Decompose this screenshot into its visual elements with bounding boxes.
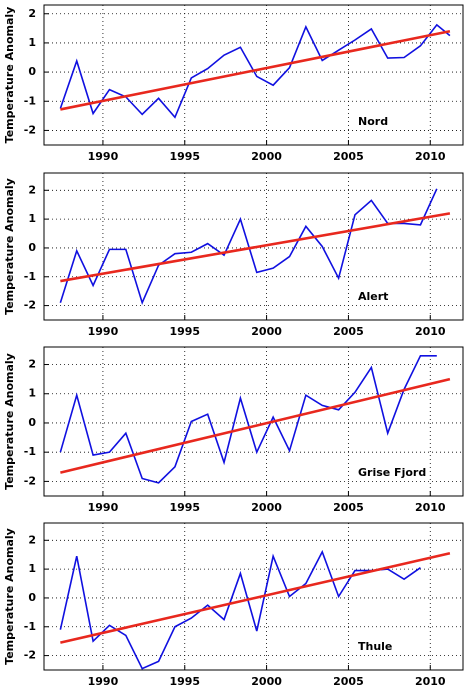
y-tick-label: 2 — [28, 533, 36, 546]
station-label: Nord — [358, 115, 388, 128]
y-tick-label: 1 — [28, 212, 36, 225]
station-label: Alert — [358, 290, 388, 303]
plot-frame — [43, 346, 464, 497]
x-tick-label: 1990 — [88, 501, 119, 514]
x-tick-label: 2005 — [333, 675, 364, 685]
data-line — [59, 549, 421, 670]
y-axis-label: Temperature Anomaly — [3, 353, 16, 490]
data-line — [59, 354, 437, 484]
station-label: Grise Fjord — [358, 466, 426, 479]
y-tick-label: 2 — [28, 358, 36, 371]
y-tick-label: -2 — [24, 474, 36, 487]
x-tick-label: 2000 — [251, 501, 282, 514]
y-tick-label: -1 — [24, 445, 36, 458]
y-axis-label: Temperature Anomaly — [3, 178, 16, 315]
x-tick-label: 2000 — [251, 325, 282, 338]
plot-frame — [43, 522, 464, 671]
y-tick-label: 0 — [28, 241, 36, 254]
y-tick-label: -1 — [24, 620, 36, 633]
y-tick-label: -2 — [24, 649, 36, 662]
y-tick-label: 1 — [28, 562, 36, 575]
y-tick-label: -1 — [24, 270, 36, 283]
x-tick-label: 2005 — [333, 325, 364, 338]
data-line — [59, 188, 438, 306]
trend-line — [60, 377, 451, 474]
x-tick-label: 1995 — [169, 675, 200, 685]
station-label: Thule — [358, 640, 392, 653]
x-tick-label: 1995 — [169, 325, 200, 338]
y-tick-label: -1 — [24, 94, 36, 107]
y-tick-label: 1 — [28, 387, 36, 400]
x-tick-label: 2005 — [333, 150, 364, 163]
y-tick-label: 0 — [28, 65, 36, 78]
x-tick-label: 2000 — [251, 675, 282, 685]
plot-frame — [43, 4, 464, 146]
y-axis-label: Temperature Anomaly — [3, 7, 16, 144]
x-tick-label: 2010 — [415, 150, 446, 163]
x-tick-label: 1995 — [169, 150, 200, 163]
y-tick-label: 2 — [28, 7, 36, 20]
x-tick-label: 2005 — [333, 501, 364, 514]
y-tick-label: 0 — [28, 416, 36, 429]
x-tick-label: 2010 — [415, 325, 446, 338]
trend-line — [60, 551, 451, 644]
y-axis-label: Temperature Anomaly — [3, 528, 16, 665]
trend-line — [60, 29, 451, 111]
x-tick-label: 1990 — [88, 150, 119, 163]
y-tick-label: 1 — [28, 36, 36, 49]
trend-line — [60, 212, 451, 283]
y-tick-label: 0 — [28, 591, 36, 604]
x-tick-label: 1990 — [88, 325, 119, 338]
plot-frame — [43, 172, 464, 321]
x-tick-label: 2010 — [415, 675, 446, 685]
x-tick-label: 2000 — [251, 150, 282, 163]
y-tick-label: -2 — [24, 123, 36, 136]
x-tick-label: 2010 — [415, 501, 446, 514]
y-tick-label: 2 — [28, 183, 36, 196]
y-tick-label: -2 — [24, 299, 36, 312]
x-tick-label: 1990 — [88, 675, 119, 685]
x-tick-label: 1995 — [169, 501, 200, 514]
